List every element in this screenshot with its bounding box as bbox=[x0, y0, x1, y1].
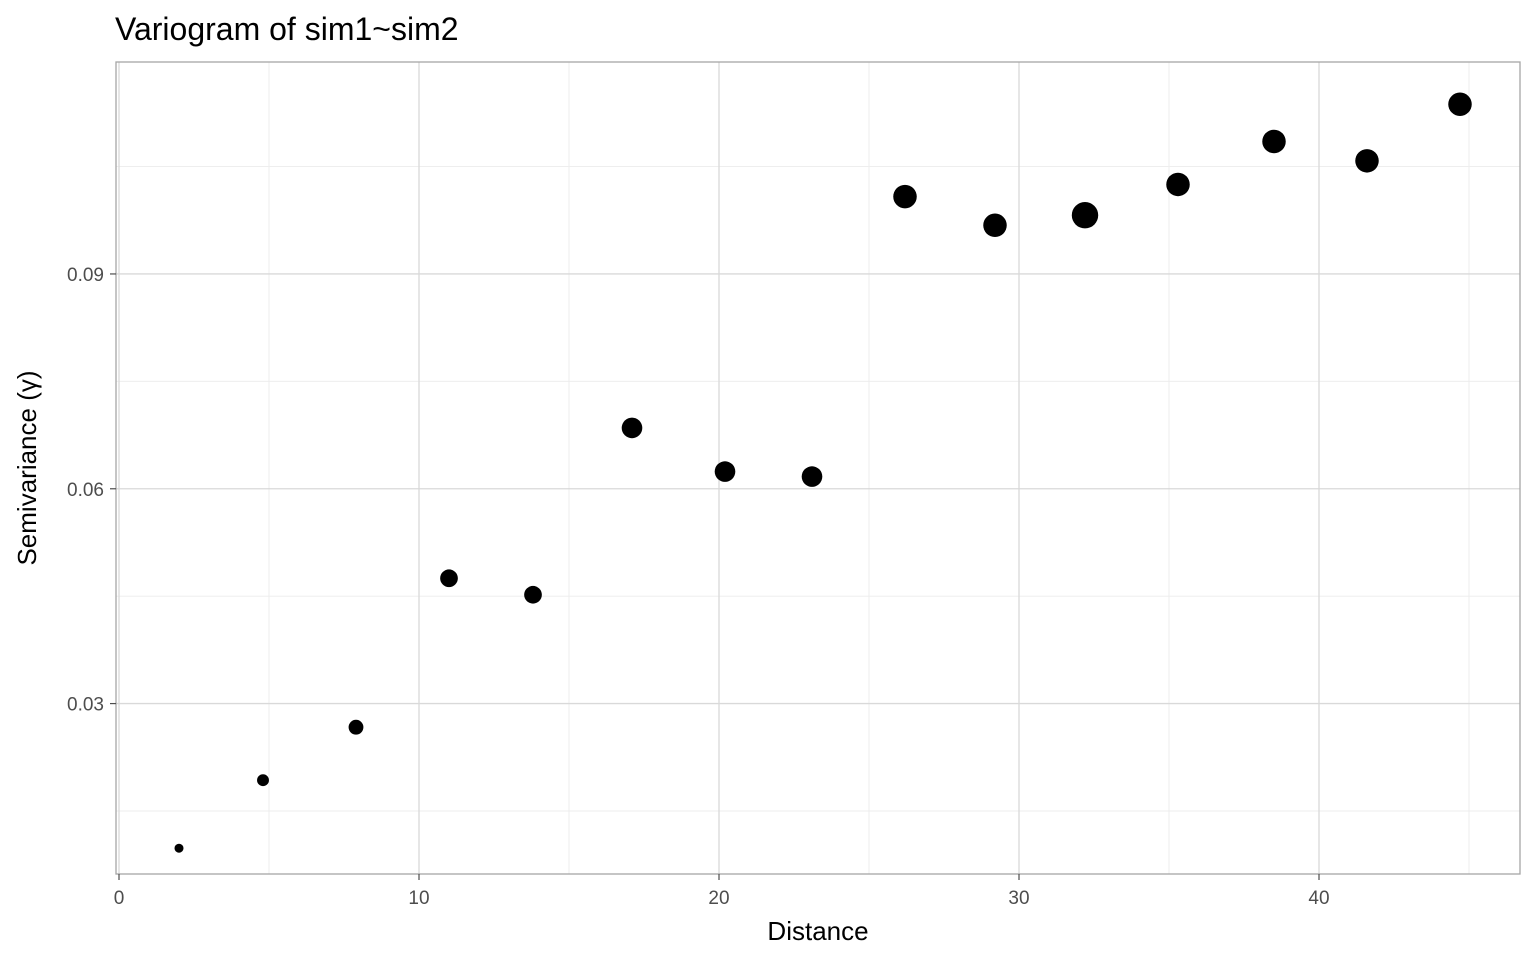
major-gridlines bbox=[116, 62, 1520, 874]
data-point bbox=[257, 774, 269, 787]
y-axis-label: Semivariance (γ) bbox=[12, 370, 42, 565]
x-axis-label: Distance bbox=[767, 916, 868, 946]
data-point bbox=[1262, 129, 1286, 154]
data-point bbox=[893, 184, 917, 209]
data-point bbox=[348, 719, 364, 735]
data-point bbox=[1166, 172, 1190, 197]
y-axis-ticks: 0.03 0.06 0.09 bbox=[67, 265, 116, 716]
data-point bbox=[440, 569, 458, 588]
data-points bbox=[174, 92, 1472, 853]
y-tick-label: 0.03 bbox=[67, 695, 104, 716]
data-point bbox=[1355, 149, 1379, 173]
x-tick-label: 20 bbox=[708, 888, 729, 909]
data-point bbox=[174, 843, 184, 853]
y-tick-label: 0.06 bbox=[67, 480, 104, 501]
data-point bbox=[524, 585, 542, 604]
x-tick-label: 30 bbox=[1008, 888, 1029, 909]
x-tick-label: 10 bbox=[408, 888, 429, 909]
plot-panel bbox=[115, 61, 1521, 875]
x-tick-label: 40 bbox=[1308, 888, 1329, 909]
data-point bbox=[1071, 202, 1099, 229]
y-tick-label: 0.09 bbox=[67, 265, 104, 286]
data-point bbox=[714, 461, 736, 482]
chart-title: Variogram of sim1~sim2 bbox=[115, 11, 459, 47]
data-point bbox=[983, 213, 1007, 238]
x-axis-ticks: 0 10 20 30 40 bbox=[114, 874, 1330, 909]
data-point bbox=[621, 417, 643, 439]
x-tick-label: 0 bbox=[114, 888, 125, 909]
data-point bbox=[801, 466, 823, 487]
data-point bbox=[1448, 92, 1472, 116]
minor-gridlines bbox=[116, 62, 1520, 874]
